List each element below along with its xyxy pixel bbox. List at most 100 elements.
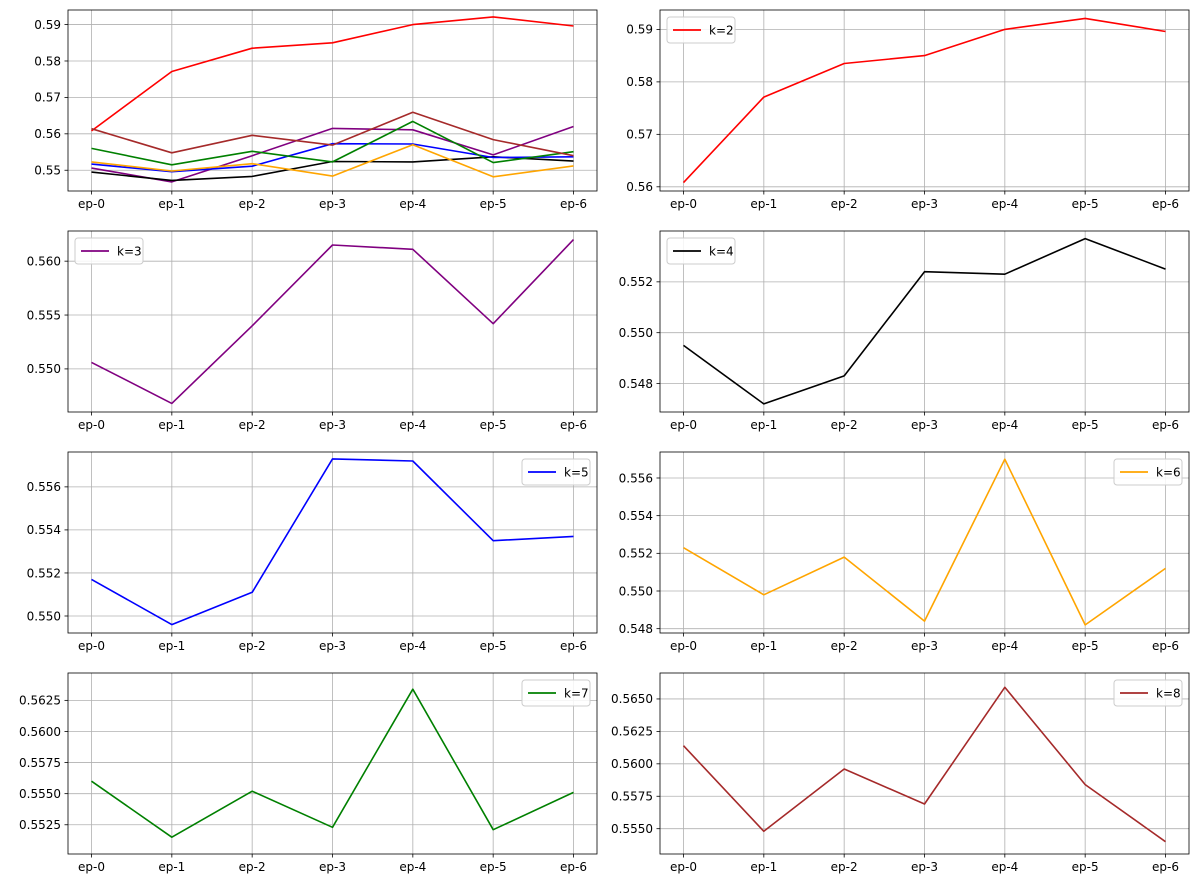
subplot-3: ep-0 ep-1 ep-2 ep-3 ep-4 ep-5 ep-6 0.548 0.550 0.… xyxy=(619,230,1190,432)
x-tick-label: ep-1 xyxy=(750,418,777,432)
series-line-1 xyxy=(91,125,574,183)
y-tick-label: 0.556 xyxy=(27,480,61,494)
series-line-0 xyxy=(91,16,574,132)
x-tick-label: ep-1 xyxy=(158,418,185,432)
legend: k=6 xyxy=(1113,458,1183,486)
x-tick-label: ep-2 xyxy=(239,860,266,874)
x-tick-label: ep-3 xyxy=(319,197,346,211)
x-tick-label: ep-3 xyxy=(911,197,938,211)
y-tick-label: 0.550 xyxy=(619,326,653,340)
x-tick-label: ep-4 xyxy=(399,418,426,432)
y-tick-label: 0.5525 xyxy=(19,818,61,832)
y-tick-label: 0.550 xyxy=(27,362,61,376)
x-tick-label: ep-3 xyxy=(319,860,346,874)
x-tick-label: ep-2 xyxy=(239,418,266,432)
subplot-7: ep-0 ep-1 ep-2 ep-3 ep-4 ep-5 ep-6 0.5550 0.5575… xyxy=(611,672,1190,874)
x-tick-label: ep-2 xyxy=(239,639,266,653)
x-tick-label: ep-6 xyxy=(560,639,587,653)
x-tick-label: ep-1 xyxy=(158,860,185,874)
subplot-5: ep-0 ep-1 ep-2 ep-3 ep-4 ep-5 ep-6 0.548 0.550 0.… xyxy=(619,451,1190,653)
y-tick-label: 0.554 xyxy=(27,523,61,537)
x-tick-label: ep-2 xyxy=(239,197,266,211)
series-line-4 xyxy=(91,143,574,178)
x-tick-label: ep-2 xyxy=(831,418,858,432)
y-tick-label: 0.550 xyxy=(619,584,653,598)
y-tick-label: 0.552 xyxy=(27,566,61,580)
x-tick-label: ep-5 xyxy=(1072,860,1099,874)
x-tick-label: ep-4 xyxy=(399,860,426,874)
x-tick-label: ep-5 xyxy=(1072,639,1099,653)
x-tick-label: ep-0 xyxy=(670,639,697,653)
y-tick-label: 0.59 xyxy=(626,23,653,37)
y-tick-label: 0.57 xyxy=(34,91,61,105)
series-line-0 xyxy=(683,237,1166,405)
legend: k=4 xyxy=(666,237,736,265)
x-tick-label: ep-6 xyxy=(1152,197,1179,211)
legend-label: k=4 xyxy=(709,244,734,258)
series-line-0 xyxy=(91,458,574,626)
y-tick-label: 0.556 xyxy=(619,471,653,485)
series-line-0 xyxy=(91,239,575,405)
x-tick-label: ep-6 xyxy=(1152,418,1179,432)
x-tick-label: ep-1 xyxy=(158,639,185,653)
x-tick-label: ep-5 xyxy=(480,860,507,874)
y-tick-label: 0.548 xyxy=(619,377,653,391)
x-tick-label: ep-5 xyxy=(1072,418,1099,432)
x-tick-label: ep-3 xyxy=(319,639,346,653)
y-tick-label: 0.56 xyxy=(34,127,61,141)
x-tick-label: ep-1 xyxy=(750,860,777,874)
y-tick-label: 0.58 xyxy=(34,54,61,68)
x-tick-label: ep-4 xyxy=(991,197,1018,211)
y-tick-label: 0.555 xyxy=(27,308,61,322)
y-tick-label: 0.57 xyxy=(626,128,653,142)
x-tick-label: ep-5 xyxy=(480,418,507,432)
subplot-2: ep-0 ep-1 ep-2 ep-3 ep-4 ep-5 ep-6 0.550 0.555 0.… xyxy=(27,230,598,432)
y-tick-label: 0.5575 xyxy=(19,756,61,770)
legend-label: k=7 xyxy=(564,686,589,700)
axes-frame xyxy=(659,230,1190,413)
y-tick-label: 0.5550 xyxy=(611,822,653,836)
series-line-0 xyxy=(682,17,1166,184)
legend: k=8 xyxy=(1113,679,1183,707)
y-tick-label: 0.560 xyxy=(27,254,61,268)
y-tick-label: 0.554 xyxy=(619,509,653,523)
x-tick-label: ep-6 xyxy=(560,418,587,432)
axes-frame xyxy=(67,230,598,413)
x-tick-label: ep-5 xyxy=(480,639,507,653)
legend-label: k=6 xyxy=(1156,465,1181,479)
legend: k=7 xyxy=(521,679,591,707)
y-tick-label: 0.552 xyxy=(619,547,653,561)
legend: k=3 xyxy=(74,237,144,265)
x-tick-label: ep-1 xyxy=(750,639,777,653)
x-tick-label: ep-6 xyxy=(1152,639,1179,653)
subplot-1: ep-0 ep-1 ep-2 ep-3 ep-4 ep-5 ep-6 0.56 0.57 0.58… xyxy=(626,9,1190,211)
legend: k=5 xyxy=(521,458,591,486)
y-tick-label: 0.58 xyxy=(626,75,653,89)
x-tick-label: ep-2 xyxy=(831,860,858,874)
y-tick-label: 0.5650 xyxy=(611,692,653,706)
x-tick-label: ep-0 xyxy=(78,197,105,211)
y-tick-label: 0.5600 xyxy=(19,725,61,739)
legend: k=2 xyxy=(666,16,736,44)
y-tick-label: 0.55 xyxy=(34,164,61,178)
series-line-0 xyxy=(91,688,574,839)
x-tick-label: ep-2 xyxy=(831,197,858,211)
series-line-6 xyxy=(91,111,574,157)
axes-frame xyxy=(67,9,598,192)
x-tick-label: ep-6 xyxy=(1152,860,1179,874)
x-tick-label: ep-3 xyxy=(319,418,346,432)
y-tick-label: 0.552 xyxy=(619,275,653,289)
y-tick-label: 0.548 xyxy=(619,622,653,636)
series-line-0 xyxy=(683,458,1166,626)
subplot-0: ep-0 ep-1 ep-2 ep-3 ep-4 ep-5 ep-6 0.55 0.56 0.57… xyxy=(34,9,598,211)
x-tick-label: ep-5 xyxy=(480,197,507,211)
y-tick-label: 0.56 xyxy=(626,180,653,194)
y-tick-label: 0.550 xyxy=(27,609,61,623)
axes-frame xyxy=(659,9,1190,192)
x-tick-label: ep-0 xyxy=(78,639,105,653)
axes-frame xyxy=(659,672,1190,855)
x-tick-label: ep-4 xyxy=(991,418,1018,432)
y-tick-label: 0.59 xyxy=(34,18,61,32)
x-tick-label: ep-1 xyxy=(750,197,777,211)
